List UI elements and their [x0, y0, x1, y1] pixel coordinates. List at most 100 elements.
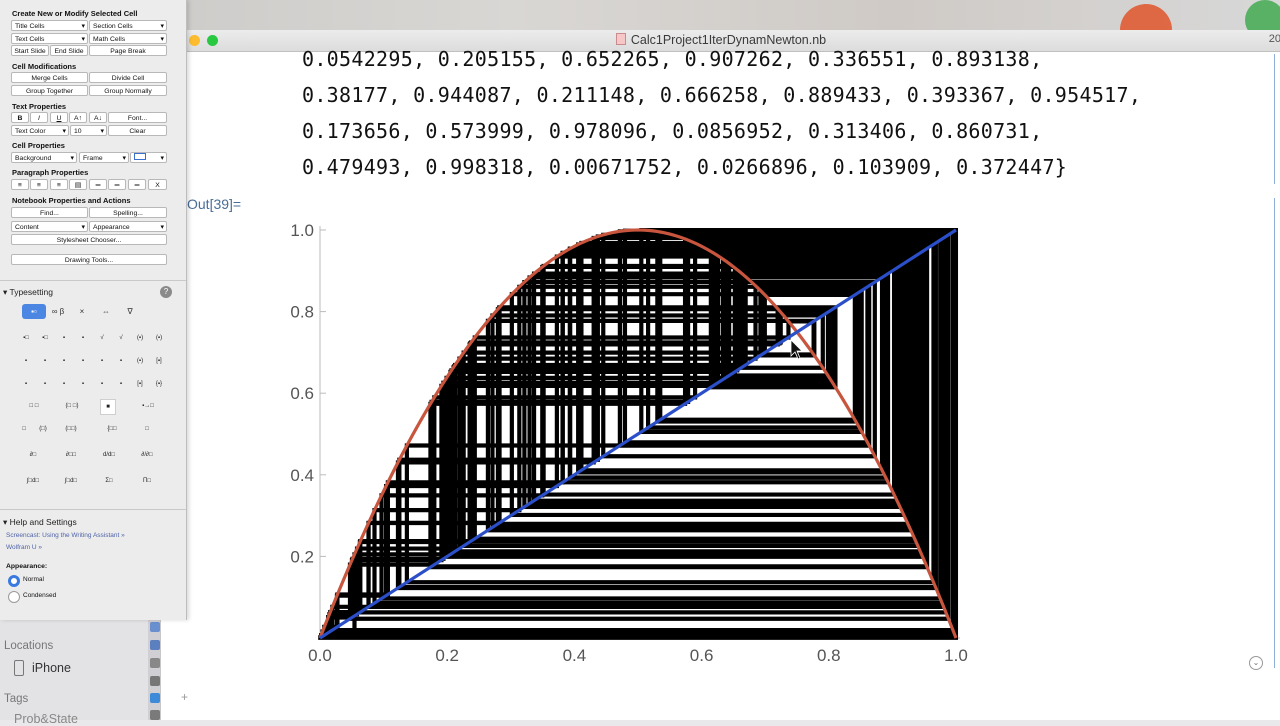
drawing-tools-button[interactable]: Drawing Tools... — [11, 254, 167, 265]
template-subscript-icon[interactable]: ▪ — [43, 381, 47, 387]
new-cell-icon[interactable]: + — [181, 690, 189, 704]
font-size-dropdown[interactable]: 10 — [70, 125, 107, 136]
template-radical-icon[interactable]: √ — [119, 335, 123, 341]
font-button[interactable]: Font... — [108, 112, 167, 123]
align-left-icon[interactable]: ≡ — [11, 179, 29, 190]
template-integral-icon[interactable]: ∫□d□ — [64, 478, 78, 484]
typesetting-heading[interactable]: ▾ Typesetting — [3, 287, 53, 297]
line-spacing-icon[interactable]: ═ — [89, 179, 107, 190]
align-center-icon[interactable]: ≡ — [30, 179, 48, 190]
end-slide-button[interactable]: End Slide — [50, 45, 88, 56]
font-size-up-button[interactable]: A↑ — [69, 112, 87, 123]
align-right-icon[interactable]: ≡ — [50, 179, 68, 190]
text-color-dropdown[interactable]: Text Color — [11, 125, 69, 136]
help-settings-heading[interactable]: ▾ Help and Settings — [3, 517, 77, 527]
italic-button[interactable]: I — [30, 112, 48, 123]
template-subscript-icon[interactable]: ▪ — [43, 358, 47, 364]
font-size-down-button[interactable]: A↓ — [89, 112, 107, 123]
tab-arrows[interactable]: ⇔ — [102, 307, 110, 316]
template-sqrt-icon[interactable]: ▪ — [100, 381, 104, 387]
tab-operators[interactable]: × — [79, 307, 85, 316]
cell-bracket[interactable] — [1269, 54, 1275, 184]
title-cells-dropdown[interactable]: Title Cells — [11, 20, 88, 31]
group-normally-button[interactable]: Group Normally — [89, 85, 167, 96]
tab-basic-typesetting[interactable]: ▪▫ — [22, 304, 46, 319]
background-dropdown[interactable]: Background — [11, 152, 77, 163]
help-icon[interactable]: ? — [160, 286, 172, 298]
template-bracket-icon[interactable]: (▪) — [155, 335, 163, 341]
template-matrix-icon[interactable]: ▪→□ — [142, 403, 154, 409]
minimize-icon[interactable] — [189, 35, 200, 46]
spelling-button[interactable]: Spelling... — [89, 207, 167, 218]
template-radical-icon[interactable]: ▪ — [119, 358, 123, 364]
template-bracket-icon[interactable]: [▪] — [156, 358, 162, 364]
template-superscript-icon[interactable]: ▪ — [24, 358, 28, 364]
align-justify-icon[interactable]: ▤ — [69, 179, 87, 190]
template-derivative-icon[interactable]: ∂□ — [29, 452, 37, 458]
template-underscript-icon[interactable]: ▪ — [62, 381, 66, 387]
start-slide-button[interactable]: Start Slide — [11, 45, 49, 56]
cobweb-plot[interactable]: 0.0 0.2 0.4 0.6 0.8 1.0 0.2 0.4 0.6 0.8 1.0 — [161, 30, 1280, 720]
template-piecewise-icon[interactable]: □ — [145, 426, 149, 432]
content-dropdown[interactable]: Content — [11, 221, 88, 232]
sidebar-item-iphone[interactable]: iPhone — [14, 660, 71, 676]
frame-dropdown[interactable]: Frame — [79, 152, 129, 163]
appearance-dropdown[interactable]: Appearance — [89, 221, 167, 232]
stylesheet-chooser-button[interactable]: Stylesheet Chooser... — [11, 234, 167, 245]
normal-radio[interactable] — [8, 575, 20, 587]
clear-button[interactable]: Clear — [108, 125, 167, 136]
group-together-button[interactable]: Group Together — [11, 85, 88, 96]
strip-icon — [150, 693, 160, 703]
template-subscript-icon[interactable]: ▪□ — [42, 335, 48, 341]
template-piecewise-icon[interactable]: (□) — [39, 426, 47, 432]
template-fraction-icon[interactable]: ▪ — [81, 335, 85, 341]
sidebar-item-tag[interactable]: Prob&State — [14, 712, 78, 726]
template-paren-icon[interactable]: [▪] — [137, 381, 143, 387]
underline-button[interactable]: U — [50, 112, 68, 123]
clear-paragraph-button[interactable]: X — [148, 179, 167, 190]
template-fraction-icon[interactable]: ▪ — [81, 381, 85, 387]
outdent-icon[interactable]: ═ — [128, 179, 146, 190]
template-matrix-icon[interactable]: ■ — [100, 399, 116, 415]
template-derivative-icon[interactable]: d/d□ — [103, 452, 115, 458]
condensed-radio[interactable] — [8, 591, 20, 603]
template-superscript-icon[interactable]: ▪□ — [23, 335, 29, 341]
template-underscript-icon[interactable]: ▪ — [62, 335, 66, 341]
template-derivative-icon[interactable]: ∂□□ — [65, 452, 77, 458]
template-integral-icon[interactable]: Σ□ — [105, 478, 113, 484]
template-paren-icon[interactable]: (▪) — [136, 358, 144, 364]
indent-icon[interactable]: ═ — [108, 179, 126, 190]
bold-button[interactable]: B — [11, 112, 29, 123]
screencast-link[interactable]: Screencast: Using the Writing Assistant … — [6, 532, 125, 539]
frame-color-dropdown[interactable] — [130, 152, 167, 163]
math-cells-dropdown[interactable]: Math Cells — [89, 33, 167, 44]
template-paren-icon[interactable]: (▪) — [136, 335, 144, 341]
tab-calculus[interactable]: ∇ — [127, 307, 133, 316]
template-matrix-icon[interactable]: (□ □) — [65, 403, 79, 409]
template-piecewise-icon[interactable]: □ — [22, 426, 26, 432]
template-bracket-icon[interactable]: {▪} — [155, 381, 163, 387]
tab-symbols[interactable]: ∞ β — [51, 307, 65, 316]
merge-cells-button[interactable]: Merge Cells — [11, 72, 88, 83]
cell-bracket-plot[interactable] — [1269, 198, 1275, 668]
template-underscript-icon[interactable]: ▪ — [62, 358, 66, 364]
wolfram-u-link[interactable]: Wolfram U » — [6, 544, 42, 551]
zoom-icon[interactable] — [207, 35, 218, 46]
page-break-button[interactable]: Page Break — [89, 45, 167, 56]
text-cells-dropdown[interactable]: Text Cells — [11, 33, 88, 44]
template-piecewise-icon[interactable]: (□□) — [65, 426, 77, 432]
scroll-down-icon[interactable]: ⌄ — [1249, 656, 1263, 670]
template-sqrt-icon[interactable]: √ — [100, 335, 104, 341]
template-piecewise-icon[interactable]: {□□ — [107, 426, 117, 432]
template-derivative-icon[interactable]: ∂/∂□ — [141, 452, 153, 458]
divide-cell-button[interactable]: Divide Cell — [89, 72, 167, 83]
template-radical-icon[interactable]: ▪ — [119, 381, 123, 387]
template-matrix-icon[interactable]: □ □ — [29, 403, 39, 409]
section-cells-dropdown[interactable]: Section Cells — [89, 20, 167, 31]
template-integral-icon[interactable]: ∫□d□ — [26, 478, 40, 484]
template-superscript-icon[interactable]: ▪ — [24, 381, 28, 387]
template-fraction-icon[interactable]: ▪ — [81, 358, 85, 364]
find-button[interactable]: Find... — [11, 207, 88, 218]
template-sqrt-icon[interactable]: ▪ — [100, 358, 104, 364]
template-integral-icon[interactable]: Π□ — [143, 478, 151, 484]
